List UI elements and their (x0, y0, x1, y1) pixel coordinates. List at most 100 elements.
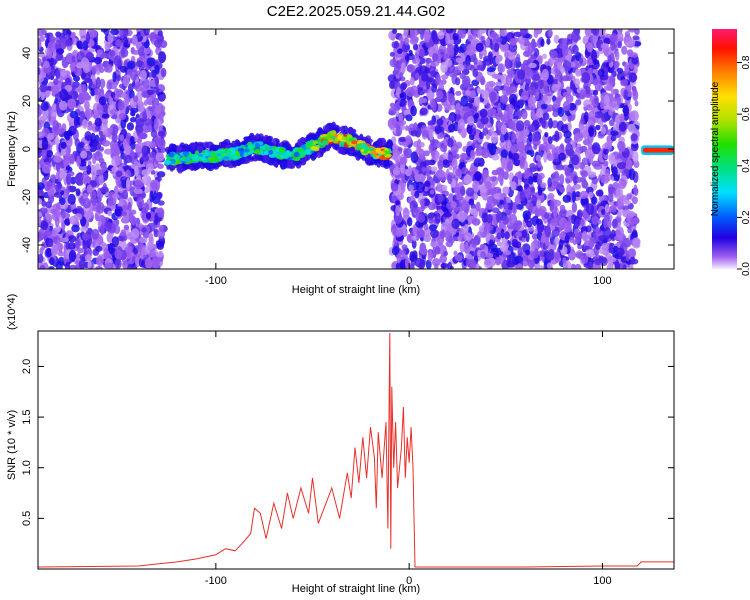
spectrogram-cell (405, 135, 412, 143)
spectrogram-cell (455, 57, 463, 63)
spectrogram-cell (149, 151, 157, 159)
spectrogram-cell (489, 143, 497, 156)
spectrogram-cell (84, 108, 94, 119)
spectrogram-cell (431, 83, 438, 93)
spectrogram-cell (538, 205, 547, 215)
spectrogram-cell (541, 68, 549, 81)
spectrogram-cell (423, 223, 429, 231)
spectrogram-cell (547, 29, 553, 38)
spectrogram-cell (108, 95, 114, 106)
spectrogram-cell (559, 204, 566, 212)
spectrogram-cell (134, 81, 143, 93)
spectrogram-cell (409, 76, 415, 86)
spectrogram-cell (527, 86, 537, 96)
spectrogram-cell (74, 67, 83, 77)
spectrogram-cell (88, 121, 93, 127)
spectrogram-cell (454, 254, 463, 262)
spectrogram-cell (595, 124, 601, 131)
spectrogram-cell (531, 233, 539, 240)
spectrogram-cell (597, 132, 605, 139)
spectrogram-cell (524, 178, 529, 190)
spectrogram-cell (519, 151, 527, 163)
spectrogram-cell (476, 64, 484, 71)
spectrogram-cell (87, 260, 92, 268)
spectrogram-cell (129, 117, 137, 123)
spectrogram-cell (141, 145, 149, 158)
spectrogram-cell (504, 231, 510, 240)
spectrogram-cell (623, 200, 631, 205)
spectrogram-cell (591, 160, 601, 167)
spectrogram-cell (593, 95, 600, 105)
spectrogram-cell (623, 105, 630, 117)
spectrogram-cell (611, 218, 618, 229)
spectrogram-cell (620, 141, 626, 152)
spectrogram-cell (628, 39, 636, 47)
spectrogram-cell (512, 202, 517, 215)
spectrogram-cell (502, 186, 510, 195)
spectrogram-cell (418, 263, 423, 269)
spectrogram-cell (88, 78, 93, 87)
spectrogram-cell (503, 203, 509, 209)
spectrogram-cell (536, 108, 543, 119)
spectrogram-cell (451, 218, 461, 230)
spectrogram-cell (103, 247, 109, 259)
spectrogram-cell (157, 228, 166, 239)
spectrogram-cell (157, 163, 164, 169)
spectrogram-cell (462, 106, 470, 112)
spectrogram-cell (514, 255, 523, 264)
spectrogram-cell (107, 33, 114, 43)
spectrogram-cell (93, 57, 103, 65)
spectrogram-cell (62, 156, 69, 167)
spectrogram-cell (43, 60, 50, 69)
spectrogram-cell (466, 123, 474, 135)
spectrogram-cell (519, 160, 525, 170)
spectrogram-cell (135, 118, 145, 128)
spectrogram-cell (140, 69, 147, 81)
spectrogram-cell (582, 234, 591, 240)
spectrogram-cell (157, 200, 165, 206)
spectrogram-cell (521, 109, 528, 120)
spectrogram-cell (63, 218, 71, 225)
spectrogram-cell (510, 181, 517, 191)
spectrogram-cell (585, 249, 595, 258)
spectrogram-cell (156, 171, 166, 178)
spectrogram-cell (338, 146, 346, 155)
spectrogram-cell (390, 182, 399, 192)
spectrogram-cell (263, 153, 270, 162)
spectrogram-cell (632, 35, 640, 41)
spectrogram-cell (130, 141, 136, 150)
spectrogram-cell (75, 238, 81, 250)
spectrogram-cell (542, 141, 550, 152)
spectrogram-cell (520, 191, 526, 202)
spectrogram-cell (49, 35, 56, 43)
spectrogram-cell (491, 154, 500, 161)
spectrogram-cell (618, 121, 627, 132)
spectrogram-cell (475, 42, 484, 53)
spectrogram-cell (499, 199, 504, 205)
spectrogram-cell (114, 208, 122, 217)
spectrogram-cell (244, 157, 249, 163)
spectrogram-cell (129, 186, 136, 197)
spectrogram-cell (154, 76, 160, 87)
spectrogram-cell (518, 142, 525, 154)
spectrogram-cell (446, 59, 453, 67)
spectrogram-cell (421, 72, 429, 82)
spectrogram-cell (92, 141, 102, 151)
spectrogram-cell (530, 250, 539, 259)
spectrogram-cell (595, 226, 600, 237)
spectrogram-cell (438, 132, 444, 139)
spectrogram-cell (389, 51, 395, 57)
spectrogram-cell (499, 94, 509, 104)
spectrogram-cell (603, 85, 610, 91)
spectrogram-cell (486, 102, 491, 109)
spectrogram-cell (562, 92, 569, 98)
spectrogram-cell (595, 241, 601, 250)
spectrogram-cell (424, 180, 431, 187)
spectrogram-cell (628, 168, 636, 181)
spectrogram-cell (121, 215, 129, 223)
spectrogram-cell (131, 35, 138, 46)
spectrogram-cell (141, 169, 151, 176)
spectrogram-cell (40, 35, 46, 42)
spectrogram-cell (38, 131, 45, 139)
spectrogram-data (38, 29, 674, 269)
